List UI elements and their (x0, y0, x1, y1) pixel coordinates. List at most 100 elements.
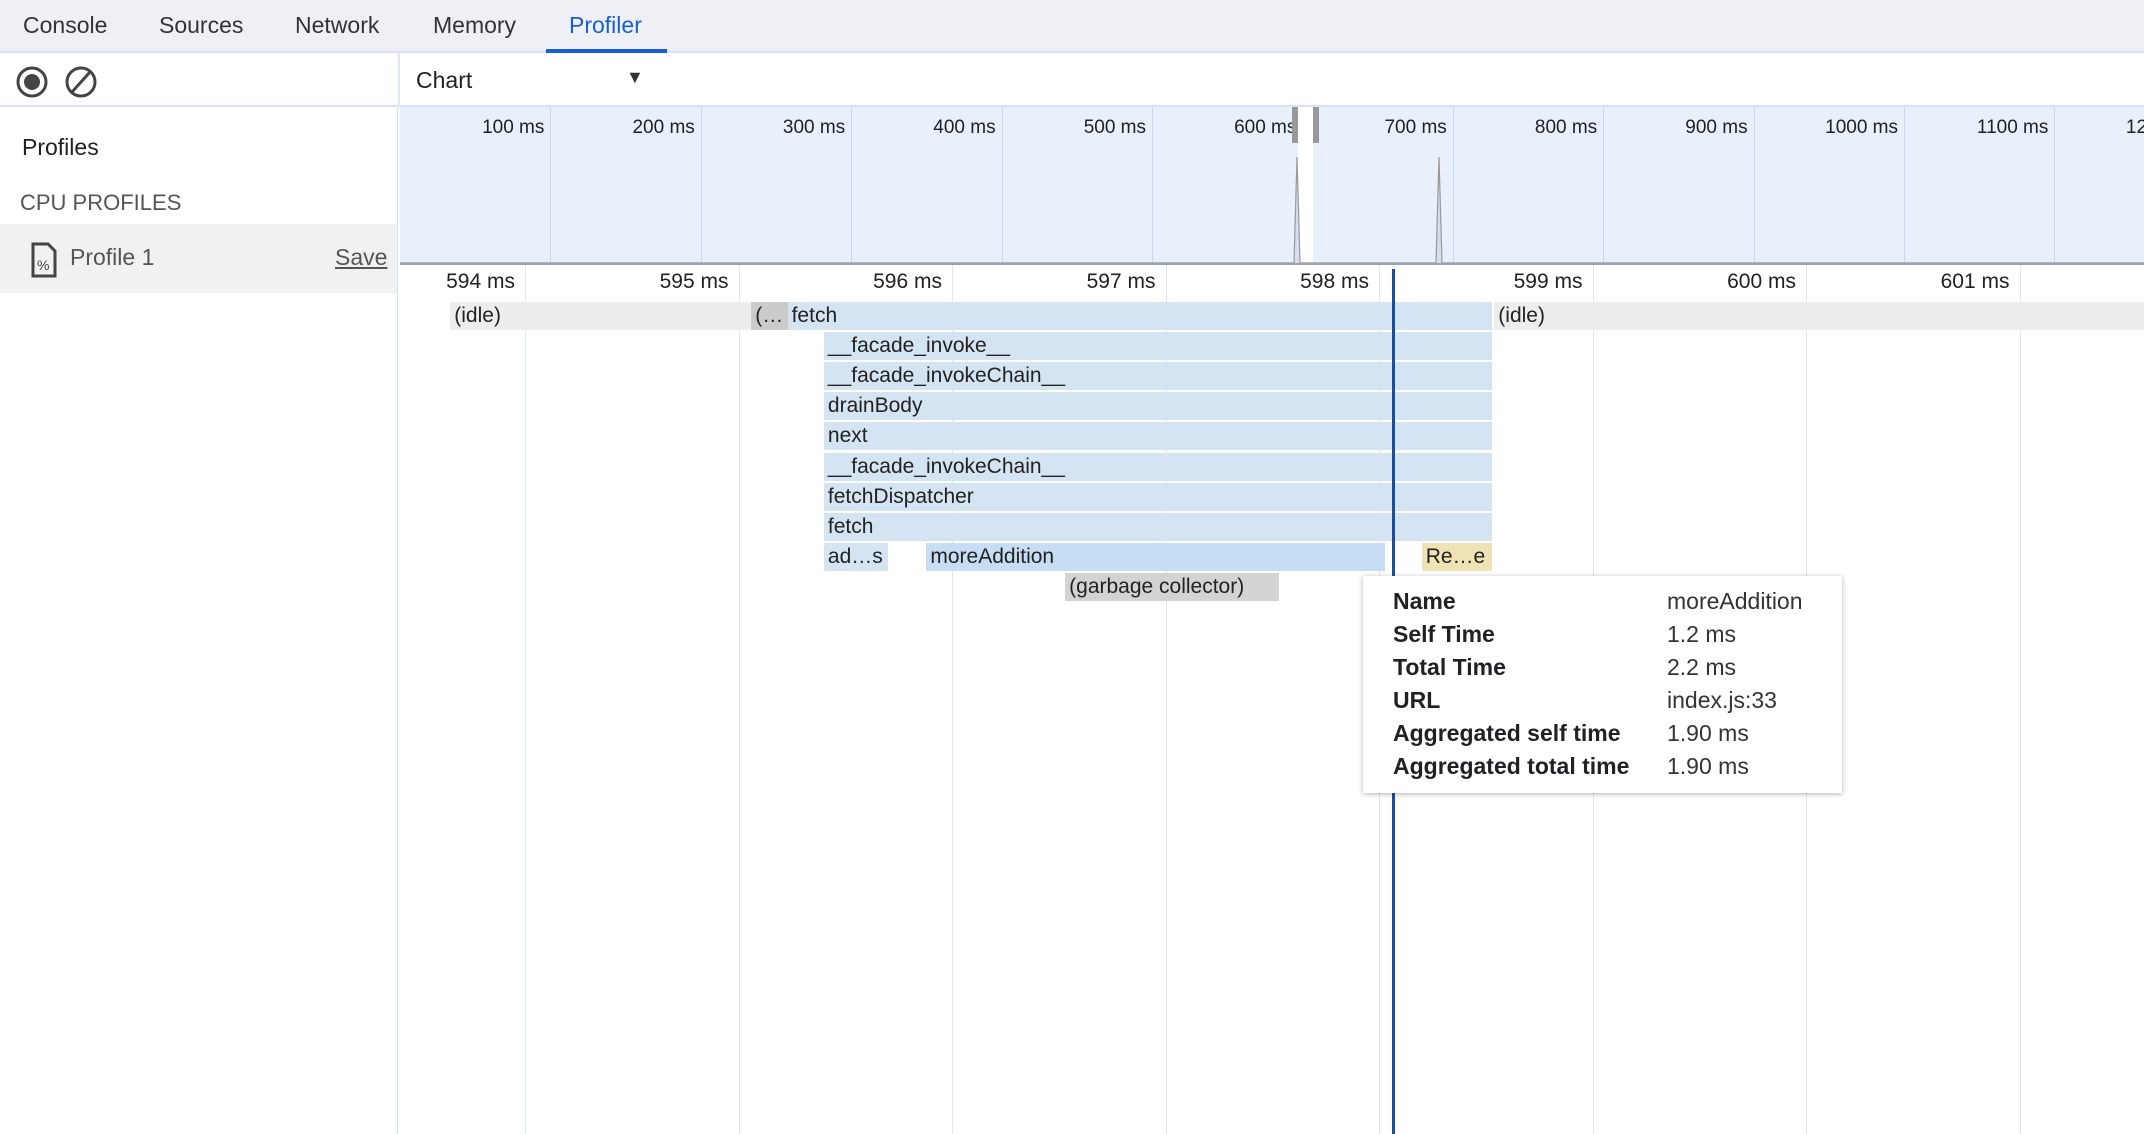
overview-gridline (851, 107, 853, 263)
ruler-gridline (738, 265, 740, 302)
ruler-tick-label: 601 ms (1940, 270, 2010, 293)
selection-window[interactable] (1298, 107, 1313, 263)
tab-memory[interactable]: Memory (433, 12, 517, 38)
tooltip-label: URL (1393, 687, 1441, 713)
tooltip-value: index.js:33 (1667, 687, 1777, 713)
flame-bar[interactable]: __facade_invokeChain__ (823, 362, 1493, 391)
time-ruler: 594 ms 595 ms 596 ms 597 ms 598 ms 599 ms 600 … (400, 265, 2144, 302)
overview-tick-label: 700 ms (1384, 117, 1447, 138)
flame-bar[interactable]: (idle) (450, 302, 752, 330)
flame-bar[interactable]: (… (751, 302, 788, 330)
tab-console[interactable]: Console (23, 12, 108, 38)
flame-bar[interactable]: (garbage collector) (1065, 572, 1279, 601)
flame-tooltip: Name moreAddition Self Time 1.2 ms Total Tim… (1363, 576, 1842, 793)
overview-tick-label: 900 ms (1685, 117, 1748, 138)
overview-gridline (1452, 107, 1454, 263)
overview-gridline (1753, 107, 1755, 263)
tooltip-value: 2.2 ms (1667, 654, 1737, 680)
flame-gridline (525, 302, 526, 1134)
sidebar-title: Profiles (22, 134, 99, 160)
flame-bar[interactable]: __facade_invokeChain__ (823, 452, 1493, 481)
profiler-toolbar: Chart ▼ (0, 53, 2144, 107)
devtools-tab-bar: Console Sources Network Memory Profiler (0, 0, 2144, 53)
tooltip-value: 1.90 ms (1667, 753, 1749, 779)
flame-gridline (952, 302, 953, 1134)
section-header: CPU PROFILES (20, 190, 182, 215)
flame-bar[interactable]: ad…s (823, 542, 888, 571)
flame-bar[interactable]: moreAddition (926, 542, 1386, 571)
tab-profiler[interactable]: Profiler (569, 12, 642, 38)
chevron-down-icon: ▼ (626, 67, 644, 87)
overview-tick-label: 400 ms (933, 117, 996, 138)
save-link[interactable]: Save (335, 244, 388, 270)
ruler-gridline (1592, 265, 1594, 302)
active-tab-indicator (546, 49, 667, 53)
overview-tick-label: 800 ms (1534, 117, 1598, 138)
ruler-tick-label: 598 ms (1300, 270, 1369, 293)
overview-gridline (700, 107, 702, 263)
flame-bar[interactable]: drainBody (823, 392, 1493, 421)
ruler-gridline (1165, 265, 1167, 302)
tooltip-value: 1.2 ms (1667, 621, 1737, 647)
flame-gridline (2019, 302, 2021, 1134)
cpu-profile-icon: % (31, 242, 57, 278)
divider (398, 53, 400, 107)
overview-gridline (1904, 107, 1905, 263)
overview-tick-label: 500 ms (1083, 117, 1146, 138)
profiles-sidebar: Profiles CPU PROFILES % Profile 1 Save (0, 107, 398, 1134)
flame-bar[interactable]: (idle) (1494, 302, 2144, 330)
tooltip-value: 1.90 ms (1667, 720, 1749, 746)
ruler-gridline (525, 265, 526, 302)
overview-tick-label: 300 ms (782, 117, 846, 138)
flame-bar[interactable]: fetch (823, 512, 1493, 541)
profile-name: Profile 1 (70, 244, 155, 270)
overview-tick-label: 1200 ms (2125, 117, 2144, 138)
ruler-tick-label: 594 ms (446, 270, 515, 293)
tooltip-label: Name (1393, 588, 1456, 614)
overview-gridline (1152, 107, 1153, 263)
flame-gridline (1165, 302, 1167, 1134)
view-select-value: Chart (416, 67, 473, 93)
clear-icon[interactable] (64, 65, 98, 99)
flame-bar[interactable]: __facade_invoke__ (823, 332, 1493, 361)
overview-gridline (1001, 107, 1003, 263)
flame-chart[interactable]: (idle) (… fetch (idle) __facade_invoke__ __fa… (400, 302, 2144, 1134)
overview-gridline (1603, 107, 1605, 263)
overview-tick-label: 100 ms (482, 117, 545, 138)
overview-gridline (550, 107, 552, 263)
ruler-tick-label: 600 ms (1727, 270, 1796, 293)
timeline-overview[interactable]: 100 ms 200 ms 300 ms 400 ms 500 ms 600 ms 700 … (400, 107, 2144, 265)
flame-bar[interactable]: fetch (787, 302, 1493, 330)
tooltip-label: Self Time (1393, 621, 1495, 647)
selection-handle-left[interactable] (1292, 107, 1298, 143)
ruler-gridline (952, 265, 953, 302)
ruler-gridline (1806, 265, 1807, 302)
overview-gridline (2054, 107, 2056, 263)
profile-item[interactable]: % Profile 1 Save (0, 224, 397, 293)
overview-tick-label: 600 ms (1234, 117, 1297, 138)
tab-sources[interactable]: Sources (159, 12, 244, 38)
flame-bar[interactable]: fetchDispatcher (823, 482, 1493, 511)
overview-tick-label: 200 ms (632, 117, 695, 138)
overview-tick-label: 1000 ms (1825, 117, 1898, 138)
tooltip-label: Aggregated self time (1393, 720, 1621, 746)
flame-bar[interactable]: next (823, 422, 1493, 451)
flame-gridline (738, 302, 740, 1134)
tooltip-label: Aggregated total time (1393, 753, 1630, 779)
overview-tick-label: 1100 ms (1976, 117, 2049, 138)
svg-text:%: % (37, 257, 49, 273)
tooltip-value: moreAddition (1667, 588, 1803, 614)
ruler-tick-label: 597 ms (1086, 270, 1156, 293)
view-select[interactable]: Chart ▼ (400, 53, 660, 107)
ruler-gridline (2019, 265, 2021, 302)
ruler-tick-label: 599 ms (1513, 270, 1583, 293)
tab-network[interactable]: Network (295, 12, 380, 38)
ruler-gridline (1379, 265, 1380, 302)
ruler-tick-label: 596 ms (873, 270, 942, 293)
flame-bar[interactable]: Re…e (1421, 542, 1493, 571)
record-icon[interactable] (15, 65, 49, 99)
cpu-activity-graph (400, 156, 2144, 263)
tooltip-label: Total Time (1393, 654, 1506, 680)
selection-handle-right[interactable] (1313, 107, 1319, 143)
ruler-tick-label: 595 ms (659, 270, 729, 293)
